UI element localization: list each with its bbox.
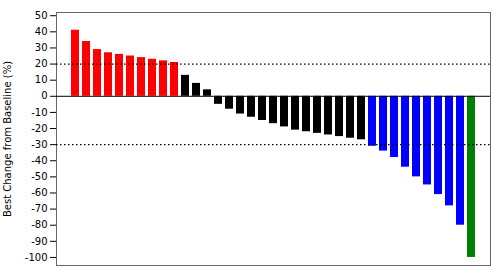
svg-text:30: 30 (35, 42, 48, 53)
svg-text:-60: -60 (31, 187, 47, 198)
svg-text:50: 50 (35, 10, 48, 21)
svg-text:-70: -70 (31, 203, 47, 214)
svg-text:20: 20 (35, 58, 48, 69)
svg-text:10: 10 (35, 74, 48, 85)
svg-text:-30: -30 (31, 139, 47, 150)
svg-text:-90: -90 (31, 236, 47, 247)
svg-text:-80: -80 (31, 219, 47, 230)
svg-text:Best Change from Baseline (%): Best Change from Baseline (%) (2, 61, 13, 217)
svg-text:-20: -20 (31, 123, 47, 134)
svg-text:-40: -40 (31, 155, 47, 166)
svg-text:-10: -10 (31, 107, 47, 118)
svg-text:-100: -100 (25, 252, 48, 263)
svg-text:-50: -50 (31, 171, 47, 182)
svg-text:40: 40 (35, 26, 48, 37)
svg-text:0: 0 (41, 90, 47, 101)
